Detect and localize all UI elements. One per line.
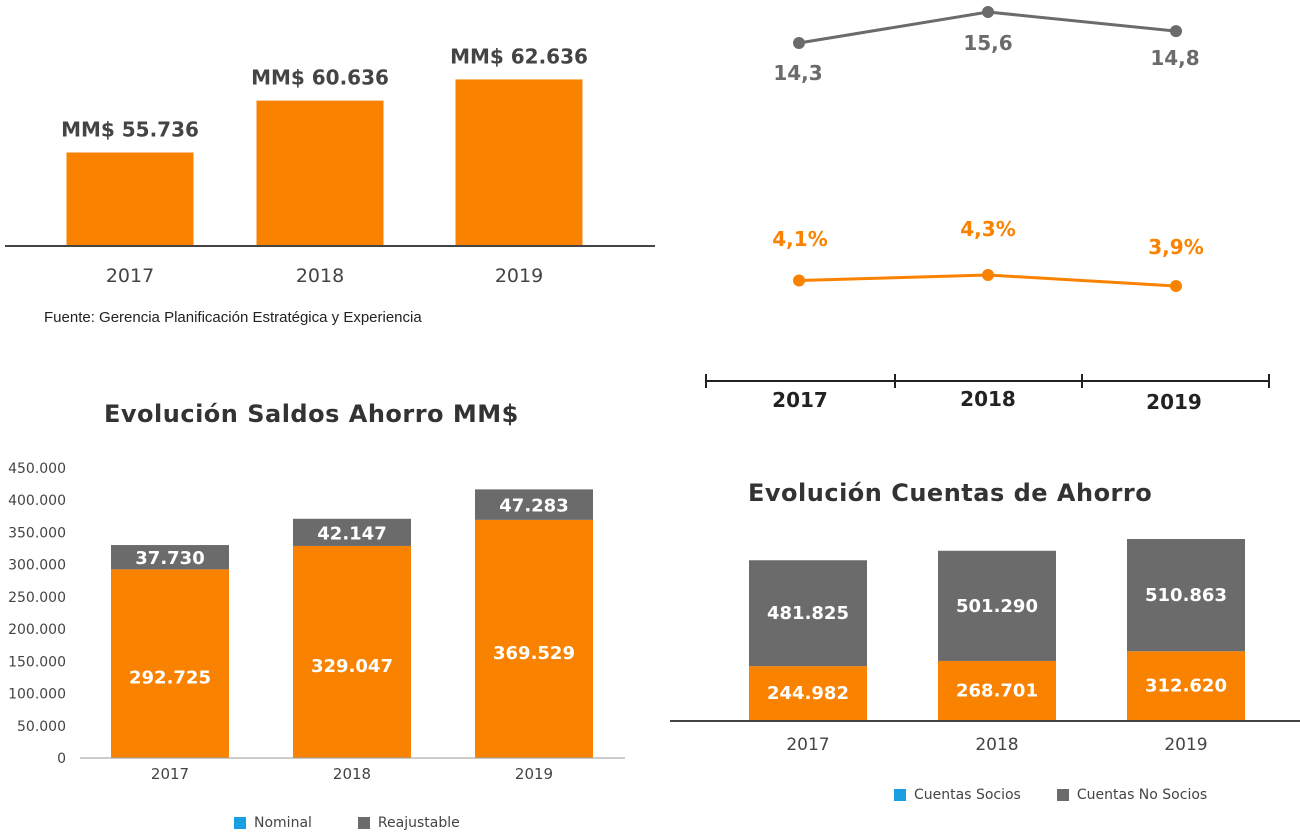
y-tick-8: 400.000: [8, 493, 66, 509]
legend-swatch-nominal: [234, 817, 246, 829]
bar-reajustable-2017: [111, 545, 229, 570]
bar-no-socios-2019: [1127, 539, 1245, 652]
legend-label-reajustable: Reajustable: [377, 815, 460, 831]
bar-nominal-2018: [293, 545, 411, 758]
y-tick-2: 100.000: [8, 687, 66, 703]
point-orange-2017: [793, 274, 805, 287]
label-socios-2019: 312.620: [1145, 676, 1227, 697]
y-tick-3: 150.000: [8, 654, 66, 670]
x-tick-2018: 2018: [333, 765, 371, 783]
x-tick-label-2019: 2019: [1146, 390, 1202, 414]
y-tick-4: 200.000: [8, 622, 66, 638]
bar-label-2018: MM$ 60.636: [251, 66, 389, 90]
label-orange-2017: 4,1%: [772, 227, 827, 251]
bar-nominal-2017: [111, 569, 229, 758]
x-tick-2018: 2018: [296, 265, 344, 287]
label-nominal-2017: 292.725: [129, 668, 211, 689]
label-orange-2018: 4,3%: [960, 217, 1015, 241]
bar-socios-2019: [1127, 651, 1245, 720]
label-no-socios-2017: 481.825: [767, 603, 849, 624]
bar-no-socios-2017: [749, 560, 867, 667]
x-tick-label-2018: 2018: [960, 387, 1016, 411]
legend-swatch-socios: [894, 789, 906, 801]
y-tick-6: 300.000: [8, 558, 66, 574]
bar-nominal-2019: [475, 519, 593, 758]
legend-swatch-reajustable: [357, 817, 370, 829]
label-gray-2018: 15,6: [963, 31, 1012, 55]
label-reajustable-2019: 47.283: [499, 496, 568, 517]
bar-label-2017: MM$ 55.736: [61, 118, 199, 142]
point-orange-2018: [982, 269, 994, 281]
point-gray-2017: [793, 37, 805, 49]
x-tick-label-2017: 2017: [772, 388, 828, 412]
legend-label-no-socios: Cuentas No Socios: [1076, 787, 1208, 803]
point-orange-2019: [1170, 280, 1182, 292]
bar-no-socios-2018: [938, 550, 1056, 661]
bar-2018: [256, 100, 384, 245]
label-reajustable-2018: 42.147: [317, 523, 386, 544]
x-tick-2017: 2017: [151, 765, 189, 783]
x-tick-2017: 2017: [786, 735, 829, 755]
label-nominal-2019: 369.529: [493, 643, 575, 664]
bar-2019: [455, 79, 583, 245]
label-orange-2019: 3,9%: [1148, 235, 1203, 259]
y-tick-7: 350.000: [8, 525, 66, 541]
source-note: Fuente: Gerencia Planificación Estratégi…: [44, 309, 422, 326]
label-no-socios-2018: 501.290: [956, 596, 1038, 617]
bar-reajustable-2018: [293, 518, 411, 546]
legend-label-nominal: Nominal: [254, 815, 312, 831]
x-tick-2019: 2019: [495, 265, 543, 287]
y-tick-0: 0: [57, 751, 66, 767]
chart-title-saldos: Evolución Saldos Ahorro MM$: [104, 400, 519, 428]
point-gray-2019: [1170, 25, 1182, 38]
y-tick-5: 250.000: [8, 590, 66, 606]
bar-label-2019: MM$ 62.636: [450, 44, 588, 68]
x-tick-2018: 2018: [975, 735, 1018, 755]
legend-saldos: Nominal Reajustable: [234, 815, 460, 831]
label-socios-2018: 268.701: [956, 680, 1038, 701]
y-tick-9: 450.000: [8, 461, 66, 477]
chart-title-cuentas: Evolución Cuentas de Ahorro: [748, 479, 1153, 507]
label-nominal-2018: 329.047: [311, 656, 393, 677]
label-reajustable-2017: 37.730: [135, 548, 204, 569]
legend-label-socios: Cuentas Socios: [914, 787, 1021, 803]
point-gray-2018: [982, 6, 994, 18]
legend-swatch-no-socios: [1056, 789, 1069, 801]
x-tick-2017: 2017: [106, 265, 154, 287]
bar-2017: [66, 152, 194, 245]
x-tick-2019: 2019: [1164, 735, 1207, 755]
label-socios-2017: 244.982: [767, 683, 849, 704]
label-no-socios-2019: 510.863: [1145, 585, 1227, 606]
y-tick-1: 50.000: [17, 719, 66, 735]
label-gray-2019: 14,8: [1150, 46, 1199, 70]
legend-cuentas: Cuentas Socios Cuentas No Socios: [894, 787, 1207, 803]
bar-socios-2017: [749, 666, 867, 720]
bar-socios-2018: [938, 660, 1056, 720]
label-gray-2017: 14,3: [773, 61, 822, 85]
x-tick-2019: 2019: [515, 765, 553, 783]
bar-reajustable-2019: [475, 489, 593, 520]
